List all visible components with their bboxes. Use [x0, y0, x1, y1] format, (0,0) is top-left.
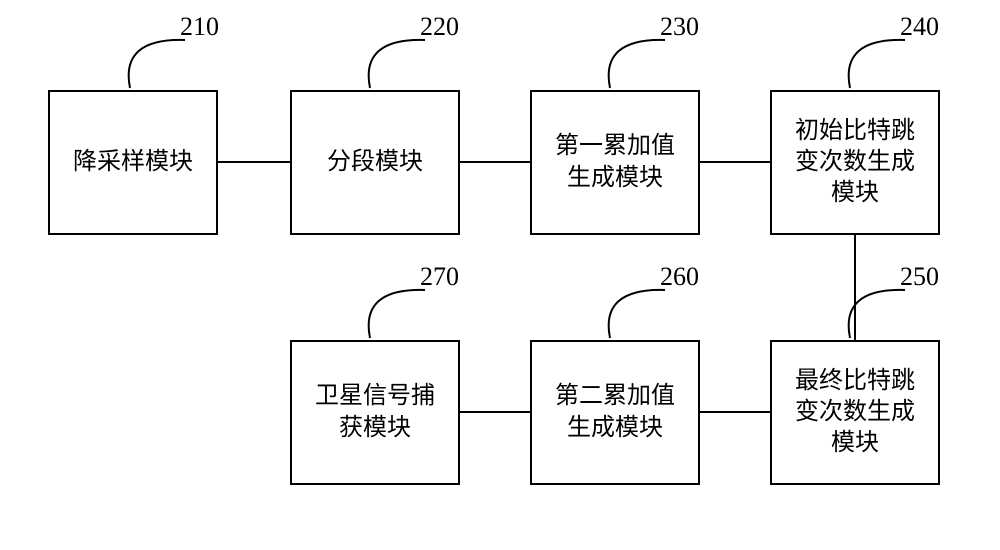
node-label-n270: 卫星信号捕获模块 [315, 381, 435, 443]
node-label-n220: 分段模块 [327, 147, 423, 178]
node-n250: 最终比特跳变次数生成模块 [770, 340, 940, 485]
leader-n220 [369, 40, 425, 88]
leader-n230 [609, 40, 665, 88]
node-number-n230: 230 [660, 12, 699, 42]
node-n240: 初始比特跳变次数生成模块 [770, 90, 940, 235]
node-label-n250: 最终比特跳变次数生成模块 [795, 366, 915, 460]
node-n230: 第一累加值生成模块 [530, 90, 700, 235]
leader-n260 [609, 290, 665, 338]
flowchart-canvas: 降采样模块 210 分段模块 220 第一累加值生成模块 230 初始比特跳变次数生成模块 2… [0, 0, 1000, 550]
leader-n240 [849, 40, 905, 88]
node-label-n230: 第一累加值生成模块 [555, 131, 675, 193]
node-number-n220: 220 [420, 12, 459, 42]
leader-n270 [369, 290, 425, 338]
node-n220: 分段模块 [290, 90, 460, 235]
node-number-n210: 210 [180, 12, 219, 42]
node-n260: 第二累加值生成模块 [530, 340, 700, 485]
node-n210: 降采样模块 [48, 90, 218, 235]
node-number-n260: 260 [660, 262, 699, 292]
node-number-n250: 250 [900, 262, 939, 292]
leader-n210 [129, 40, 185, 88]
node-number-n270: 270 [420, 262, 459, 292]
node-n270: 卫星信号捕获模块 [290, 340, 460, 485]
node-label-n260: 第二累加值生成模块 [555, 381, 675, 443]
node-label-n240: 初始比特跳变次数生成模块 [795, 116, 915, 210]
leader-n250 [849, 290, 905, 338]
node-label-n210: 降采样模块 [73, 147, 193, 178]
node-number-n240: 240 [900, 12, 939, 42]
